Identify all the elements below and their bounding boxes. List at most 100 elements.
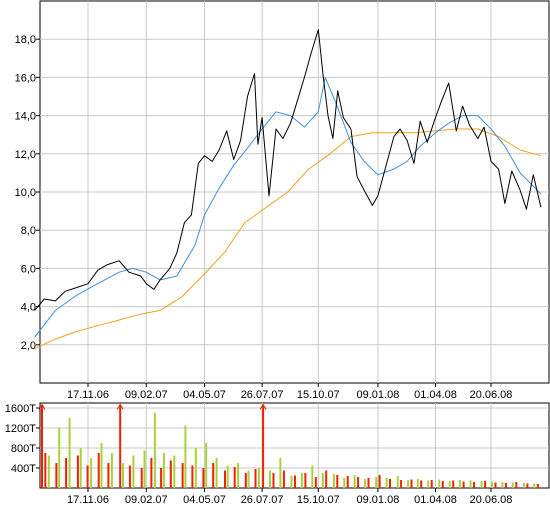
- price-point: [268, 195, 269, 196]
- volume-bar: [47, 455, 50, 488]
- volume-bar: [311, 465, 314, 488]
- moving-average-short-point: [194, 245, 195, 246]
- volume-bar: [515, 482, 518, 488]
- volume-overflow-arrow: [259, 403, 267, 410]
- moving-average-long-point: [266, 207, 267, 208]
- moving-average-long-point: [202, 275, 203, 276]
- price-point: [477, 138, 478, 139]
- moving-average-short-point: [219, 188, 220, 189]
- price-point: [219, 149, 220, 150]
- volume-bar: [122, 463, 124, 488]
- volume-bar: [110, 453, 113, 488]
- volume-bar: [212, 463, 215, 488]
- volume-bar: [473, 482, 475, 488]
- price-point: [226, 130, 227, 131]
- volume-bar: [191, 465, 194, 488]
- volume-x-tick-label: 17.11.06: [67, 494, 109, 506]
- price-point: [318, 29, 319, 30]
- price-x-tick-label: 01.04.08: [414, 389, 457, 401]
- price-point: [304, 77, 305, 78]
- price-point: [257, 144, 258, 145]
- moving-average-short-point: [132, 268, 133, 269]
- moving-average-short-point: [290, 115, 291, 116]
- moving-average-short-point: [435, 132, 436, 133]
- price-point: [290, 123, 291, 124]
- price-x-tick-label: 17.11.06: [67, 389, 109, 401]
- volume-bar: [501, 482, 504, 488]
- price-point: [282, 138, 283, 139]
- price-x-axis: 17.11.06 09.02.07 04.05.07 26.07.07 15.10.07…: [67, 383, 512, 401]
- volume-bar: [389, 479, 391, 488]
- volume-bar: [282, 470, 285, 488]
- volume-plot-area: [39, 402, 550, 489]
- moving-average-long-point: [55, 339, 56, 340]
- volume-bar: [107, 463, 110, 488]
- volume-bar: [533, 483, 536, 488]
- price-point: [526, 209, 527, 210]
- volume-y-tick-label: 1200T: [5, 423, 36, 435]
- price-x-tick-label: 15.10.07: [297, 389, 340, 401]
- price-point: [393, 136, 394, 137]
- price-point: [254, 73, 255, 74]
- price-point: [323, 75, 324, 76]
- volume-x-tick-label: 26.07.07: [241, 494, 284, 506]
- price-point: [44, 298, 45, 299]
- price-point: [385, 167, 386, 168]
- price-point: [184, 222, 185, 223]
- volume-bar: [181, 463, 184, 488]
- price-point: [212, 161, 213, 162]
- price-point: [107, 264, 108, 265]
- volume-x-tick-label: 09.01.08: [357, 494, 400, 506]
- volume-overflow-arrow: [116, 403, 124, 410]
- moving-average-long-point: [498, 136, 499, 137]
- volume-bar: [346, 476, 349, 488]
- volume-bar: [332, 474, 335, 488]
- volume-bar: [262, 405, 265, 488]
- volume-bar: [491, 481, 493, 488]
- price-x-tick-label: 09.01.08: [357, 389, 400, 401]
- price-point: [34, 310, 35, 311]
- price-point: [128, 272, 129, 273]
- moving-average-long-point: [223, 253, 224, 254]
- price-point: [377, 195, 378, 196]
- moving-average-short-point: [247, 148, 248, 149]
- price-point: [240, 140, 241, 141]
- price-y-tick-label: 10,0: [15, 187, 36, 199]
- moving-average-long-point: [97, 325, 98, 326]
- volume-bar: [300, 473, 303, 488]
- price-y-tick-label: 4,0: [21, 302, 36, 314]
- moving-average-short-point: [233, 165, 234, 166]
- price-point: [169, 268, 170, 269]
- price-point: [441, 100, 442, 101]
- price-point: [420, 121, 421, 122]
- price-point: [407, 140, 408, 141]
- volume-bar: [184, 425, 187, 488]
- volume-bar: [215, 458, 218, 488]
- price-point: [490, 161, 491, 162]
- moving-average-short-point: [350, 142, 351, 143]
- price-point: [140, 275, 141, 276]
- moving-average-long-point: [287, 191, 288, 192]
- volume-y-tick-label: 800T: [11, 443, 36, 455]
- volume-x-tick-label: 20.06.08: [470, 494, 513, 506]
- price-x-tick-label: 20.06.08: [470, 389, 513, 401]
- price-y-tick-label: 2,0: [21, 340, 36, 352]
- price-point: [119, 260, 120, 261]
- volume-y-tick-label: 400T: [11, 463, 36, 475]
- volume-bar: [448, 481, 451, 488]
- price-point: [176, 253, 177, 254]
- volume-bar: [55, 463, 58, 488]
- volume-y-axis: 400T 800T 1200T 1600T: [5, 403, 40, 475]
- volume-bar: [150, 458, 153, 488]
- moving-average-long-point: [140, 314, 141, 315]
- volume-bar: [247, 470, 250, 488]
- moving-average-long-point: [76, 331, 77, 332]
- volume-bar: [41, 405, 43, 488]
- volume-bar: [86, 465, 89, 488]
- volume-bar: [226, 465, 229, 488]
- volume-bar: [237, 463, 240, 488]
- price-point: [413, 163, 414, 164]
- price-point: [400, 128, 401, 129]
- price-point: [343, 117, 344, 118]
- volume-bar: [65, 458, 68, 488]
